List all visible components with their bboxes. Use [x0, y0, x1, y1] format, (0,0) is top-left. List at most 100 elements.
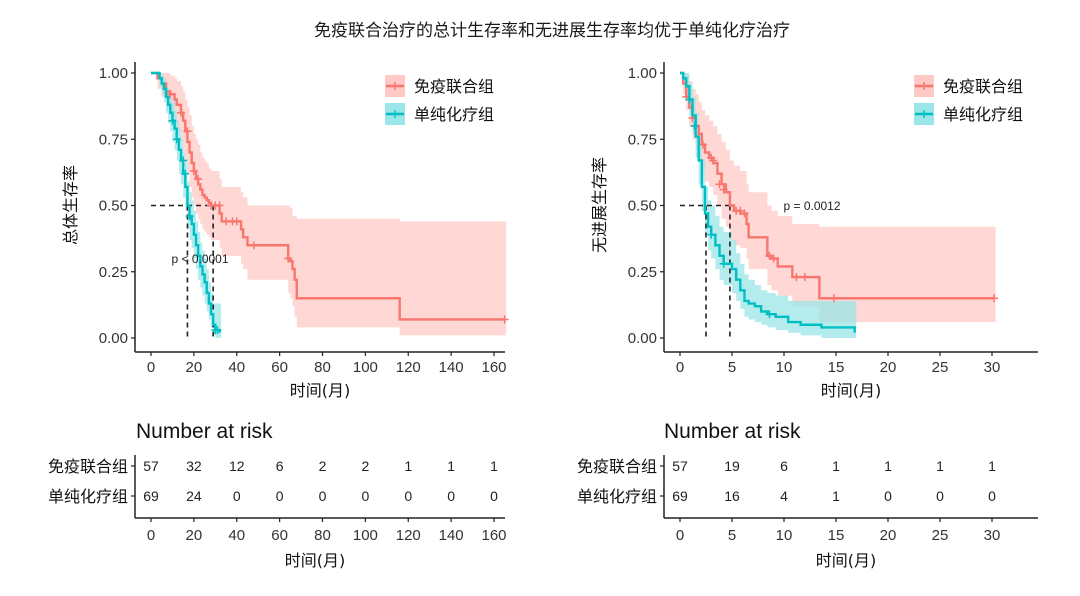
y-tick-label: 0.25	[628, 264, 657, 281]
risk-x-tick-label: 20	[186, 527, 203, 544]
y-tick-label: 0.75	[628, 131, 657, 148]
risk-count: 1	[404, 458, 412, 474]
y-tick-label: 0.75	[99, 131, 128, 148]
risk-count: 1	[988, 458, 996, 474]
risk-count: 0	[988, 488, 996, 504]
censor-mark	[249, 241, 258, 250]
x-tick-label: 80	[314, 359, 331, 376]
risk-count: 57	[672, 458, 688, 474]
x-tick-label: 25	[932, 359, 949, 376]
censor-mark	[990, 294, 999, 303]
censor-mark	[185, 212, 194, 221]
chemo-survival-curve	[151, 71, 221, 333]
risk-x-tick-label: 10	[776, 527, 793, 544]
immuno-confidence-band	[680, 73, 996, 323]
os-panel: 0.000.250.500.751.000 20 40 60 80 100 120 140 16…	[48, 62, 509, 570]
risk-x-tick-label: 15	[828, 527, 845, 544]
x-tick-label: 120	[396, 359, 421, 376]
risk-count: 1	[884, 458, 892, 474]
risk-group-label: 免疫联合组	[48, 457, 128, 476]
censor-mark	[179, 156, 188, 165]
risk-group-label: 单纯化疗组	[48, 487, 128, 506]
risk-x-tick-label: 0	[147, 527, 155, 544]
legend-label-immuno: 免疫联合组	[943, 77, 1023, 96]
chemo-confidence-band	[680, 73, 857, 338]
risk-x-tick-label: 100	[353, 527, 378, 544]
censor-mark	[166, 90, 175, 99]
y-tick-label: 0.00	[99, 330, 128, 347]
x-tick-label: 100	[353, 359, 378, 376]
risk-count: 0	[884, 488, 892, 504]
censor-mark	[769, 254, 778, 263]
censor-mark	[213, 326, 222, 335]
censor-mark	[690, 122, 699, 130]
y-tick-label: 1.00	[99, 65, 128, 82]
x-tick-label: 30	[984, 359, 1001, 376]
censor-mark	[189, 167, 198, 176]
censor-mark	[709, 156, 718, 165]
x-tick-label: 15	[828, 359, 845, 376]
risk-group-label: 免疫联合组	[577, 457, 657, 476]
censor-mark	[500, 315, 509, 324]
risk-x-tick-label: 40	[228, 527, 245, 544]
censor-mark	[181, 169, 190, 178]
y-axis-label: 无进展生存率	[590, 157, 609, 253]
censor-mark	[719, 259, 728, 268]
risk-count: 1	[447, 458, 455, 474]
risk-count: 0	[490, 488, 498, 504]
risk-count: 1	[490, 458, 498, 474]
risk-x-axis-label: 时间(月)	[816, 551, 877, 570]
censor-mark	[715, 180, 724, 189]
y-axis-label: 总体生存率	[61, 165, 80, 245]
risk-x-tick-label: 25	[932, 527, 949, 544]
risk-x-tick-label: 5	[728, 527, 736, 544]
legend-label-chemo: 单纯化疗组	[943, 105, 1023, 124]
risk-count: 57	[143, 458, 159, 474]
legend-label-immuno: 免疫联合组	[414, 77, 494, 96]
risk-x-tick-label: 60	[271, 527, 288, 544]
pfs-panel: 0.000.250.500.751.000 5 10 15 20 25 30时间(月)无进展…	[577, 62, 1038, 570]
risk-x-tick-label: 160	[481, 527, 506, 544]
censor-mark	[168, 116, 177, 125]
censor-mark	[215, 201, 224, 210]
risk-x-tick-label: 120	[396, 527, 421, 544]
y-tick-label: 0.50	[628, 198, 657, 215]
censor-mark	[698, 140, 707, 149]
risk-group-label: 单纯化疗组	[577, 487, 657, 506]
risk-x-tick-label: 20	[880, 527, 897, 544]
x-axis-label: 时间(月)	[821, 381, 882, 400]
risk-count: 69	[143, 488, 159, 504]
risk-count: 69	[672, 488, 688, 504]
risk-count: 0	[447, 488, 455, 504]
x-tick-label: 0	[147, 359, 155, 376]
risk-count: 16	[724, 488, 740, 504]
risk-count: 1	[832, 488, 840, 504]
risk-count: 12	[229, 458, 245, 474]
x-tick-label: 160	[481, 359, 506, 376]
risk-count: 1	[936, 458, 944, 474]
risk-x-tick-label: 0	[676, 527, 684, 544]
risk-x-tick-label: 30	[984, 527, 1001, 544]
risk-count: 0	[361, 488, 369, 504]
risk-count: 0	[319, 488, 327, 504]
censor-mark	[194, 175, 203, 183]
risk-count: 0	[936, 488, 944, 504]
risk-count: 0	[404, 488, 412, 504]
risk-count: 6	[276, 458, 284, 474]
risk-count: 1	[832, 458, 840, 474]
risk-count: 0	[276, 488, 284, 504]
figure-title: 免疫联合治疗的总计生存率和无进展生存率均优于单纯化疗治疗	[314, 21, 790, 41]
risk-x-tick-label: 80	[314, 527, 331, 544]
risk-count: 0	[233, 488, 241, 504]
risk-x-axis-label: 时间(月)	[285, 551, 346, 570]
risk-count: 32	[186, 458, 202, 474]
risk-count: 24	[186, 488, 202, 504]
y-tick-label: 0.25	[99, 264, 128, 281]
censor-mark	[183, 127, 192, 136]
x-tick-label: 0	[676, 359, 684, 376]
censor-mark	[177, 108, 186, 117]
x-tick-label: 5	[728, 359, 736, 376]
risk-count: 2	[319, 458, 327, 474]
immuno-confidence-band	[151, 73, 507, 336]
